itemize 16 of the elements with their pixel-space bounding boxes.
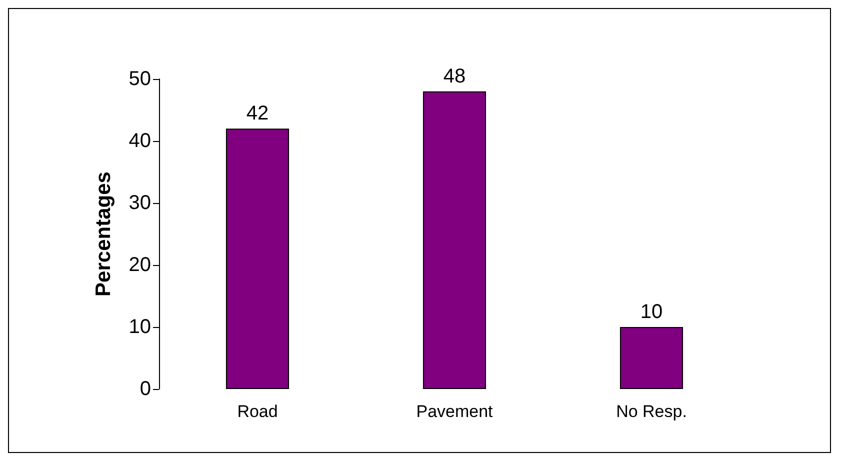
data-label: 42 [246, 102, 269, 125]
data-label: 48 [443, 65, 466, 88]
x-tick-label: No Resp. [616, 402, 687, 421]
x-tick-label: Pavement [416, 402, 494, 421]
y-axis-title: Percentages [92, 172, 115, 296]
bar [620, 327, 684, 389]
y-tick-label: 20 [128, 254, 151, 276]
data-label: 10 [640, 301, 663, 323]
y-tick-label: 40 [128, 130, 151, 152]
bar [422, 91, 486, 389]
y-tick-label: 50 [128, 68, 151, 90]
y-tick-label: 10 [128, 316, 151, 338]
y-tick-label: 30 [128, 192, 151, 214]
y-tick-label: 0 [140, 378, 151, 400]
x-tick-label: Road [237, 402, 278, 421]
bar [226, 128, 290, 389]
